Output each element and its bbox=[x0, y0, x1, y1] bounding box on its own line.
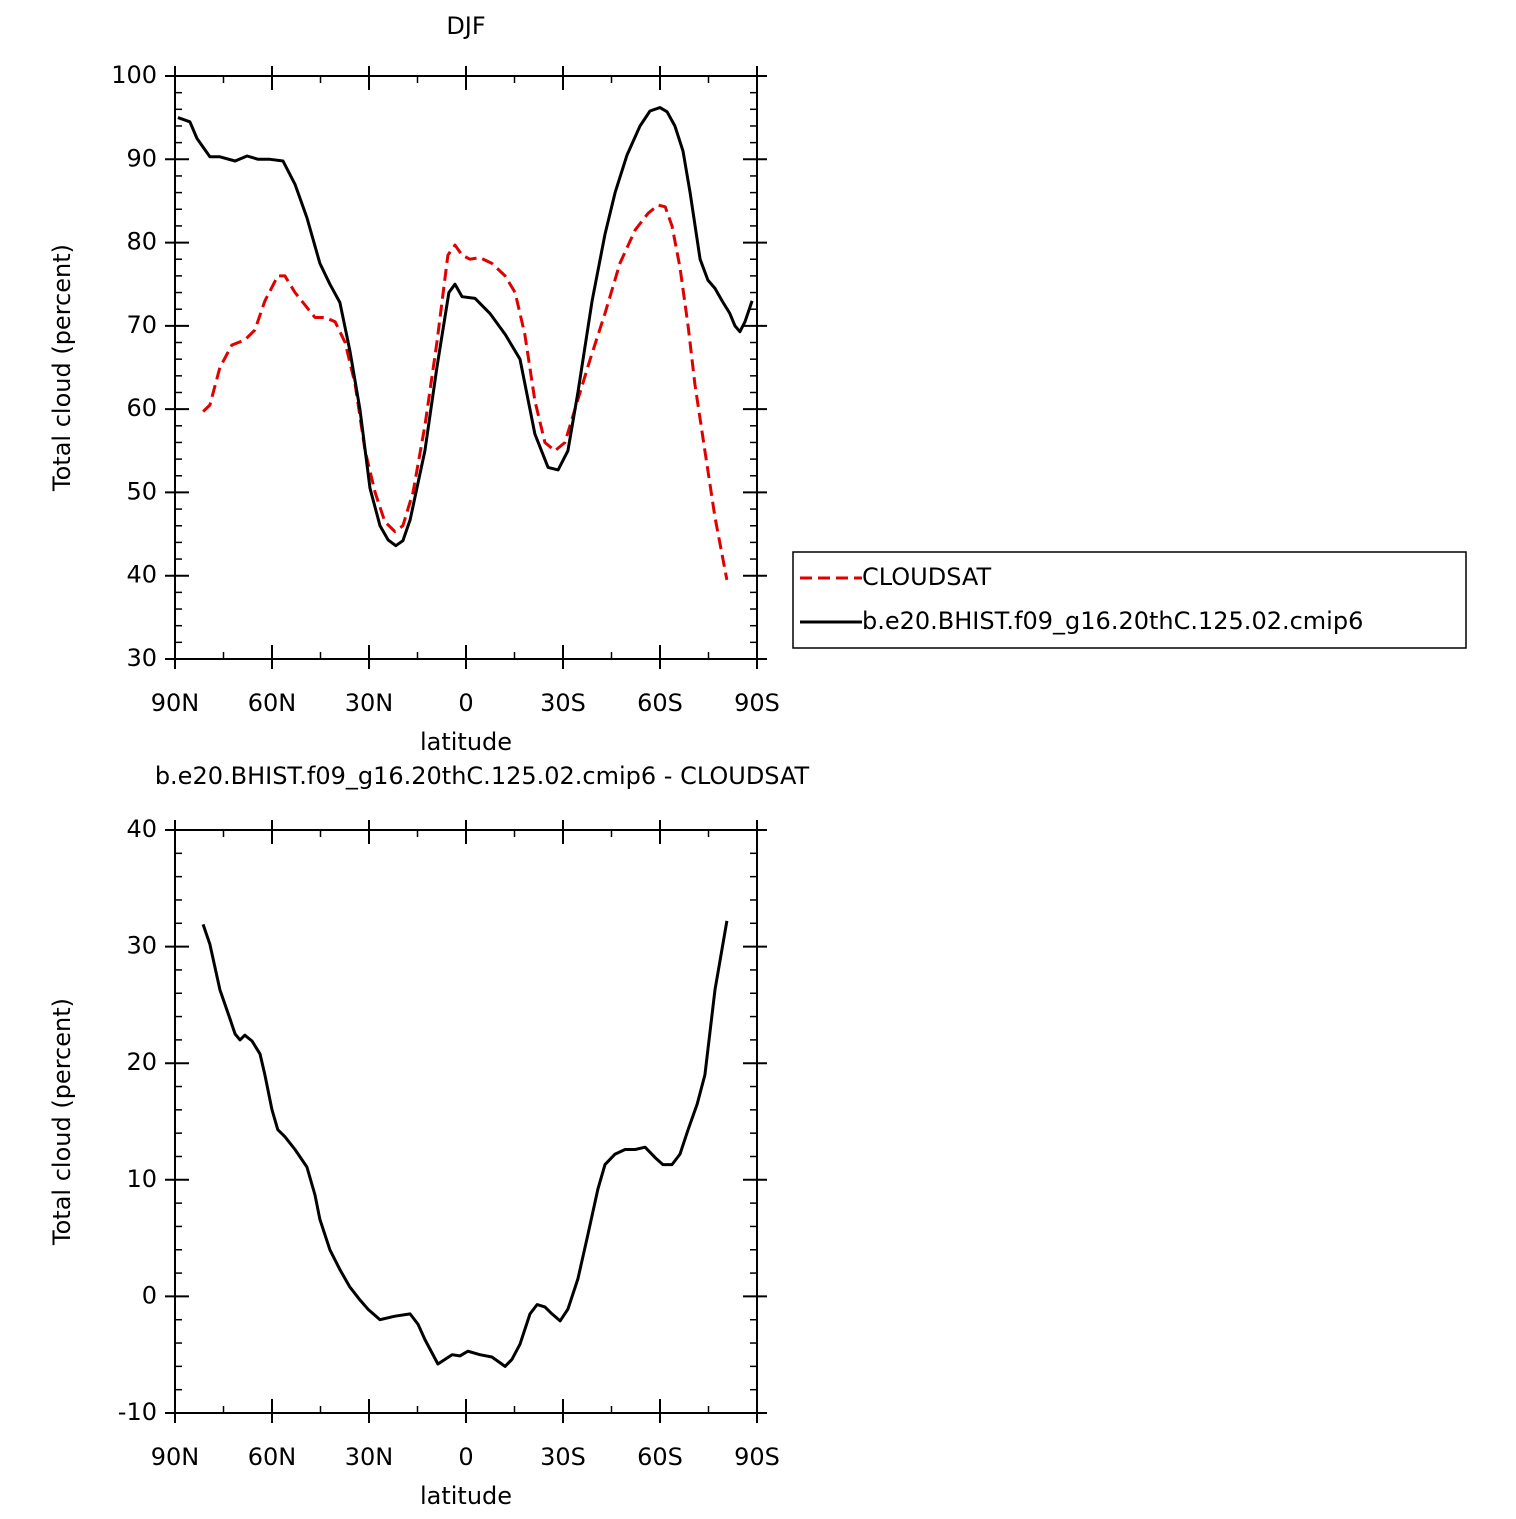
y-tick-label: 80 bbox=[126, 228, 157, 256]
x-axis-label: latitude bbox=[420, 1482, 512, 1510]
x-tick-label: 60N bbox=[248, 689, 297, 717]
y-tick-label: 20 bbox=[126, 1048, 157, 1076]
y-tick-label: 10 bbox=[126, 1165, 157, 1193]
y-tick-label: 70 bbox=[126, 311, 157, 339]
data-line bbox=[201, 920, 729, 1368]
plot-frame bbox=[174, 829, 758, 1414]
y-tick-label: 50 bbox=[126, 477, 157, 505]
x-tick-label: 30S bbox=[540, 1443, 586, 1471]
data-line bbox=[177, 106, 754, 548]
x-tick-label: 30S bbox=[540, 689, 586, 717]
y-tick-label: 100 bbox=[111, 61, 157, 89]
y-tick-label: 40 bbox=[126, 561, 157, 589]
x-tick-label: 30N bbox=[345, 1443, 394, 1471]
y-tick-label: 90 bbox=[126, 144, 157, 172]
chart-title: b.e20.BHIST.f09_g16.20thC.125.02.cmip6 -… bbox=[155, 762, 810, 790]
x-axis-label: latitude bbox=[420, 728, 512, 756]
data-line bbox=[202, 203, 729, 581]
x-tick-label: 0 bbox=[458, 689, 473, 717]
x-tick-label: 90N bbox=[151, 689, 200, 717]
y-tick-label: 60 bbox=[126, 394, 157, 422]
x-tick-label: 90S bbox=[734, 689, 780, 717]
legend-box bbox=[792, 551, 1467, 649]
x-tick-label: 0 bbox=[458, 1443, 473, 1471]
plot-frame bbox=[174, 75, 758, 660]
y-tick-label: 40 bbox=[126, 815, 157, 843]
x-tick-label: 60N bbox=[248, 1443, 297, 1471]
legend-label: CLOUDSAT bbox=[862, 563, 991, 591]
y-tick-label: 30 bbox=[126, 932, 157, 960]
x-tick-label: 60S bbox=[637, 1443, 683, 1471]
y-tick-label: 0 bbox=[142, 1281, 157, 1309]
x-tick-label: 60S bbox=[637, 689, 683, 717]
x-tick-label: 30N bbox=[345, 689, 394, 717]
chart-title: DJF bbox=[446, 12, 485, 40]
legend-label: b.e20.BHIST.f09_g16.20thC.125.02.cmip6 bbox=[862, 607, 1363, 635]
x-tick-label: 90N bbox=[151, 1443, 200, 1471]
y-axis-label: Total cloud (percent) bbox=[48, 998, 76, 1246]
x-tick-label: 90S bbox=[734, 1443, 780, 1471]
y-tick-label: -10 bbox=[118, 1398, 157, 1426]
y-axis-label: Total cloud (percent) bbox=[48, 244, 76, 492]
y-tick-label: 30 bbox=[126, 644, 157, 672]
